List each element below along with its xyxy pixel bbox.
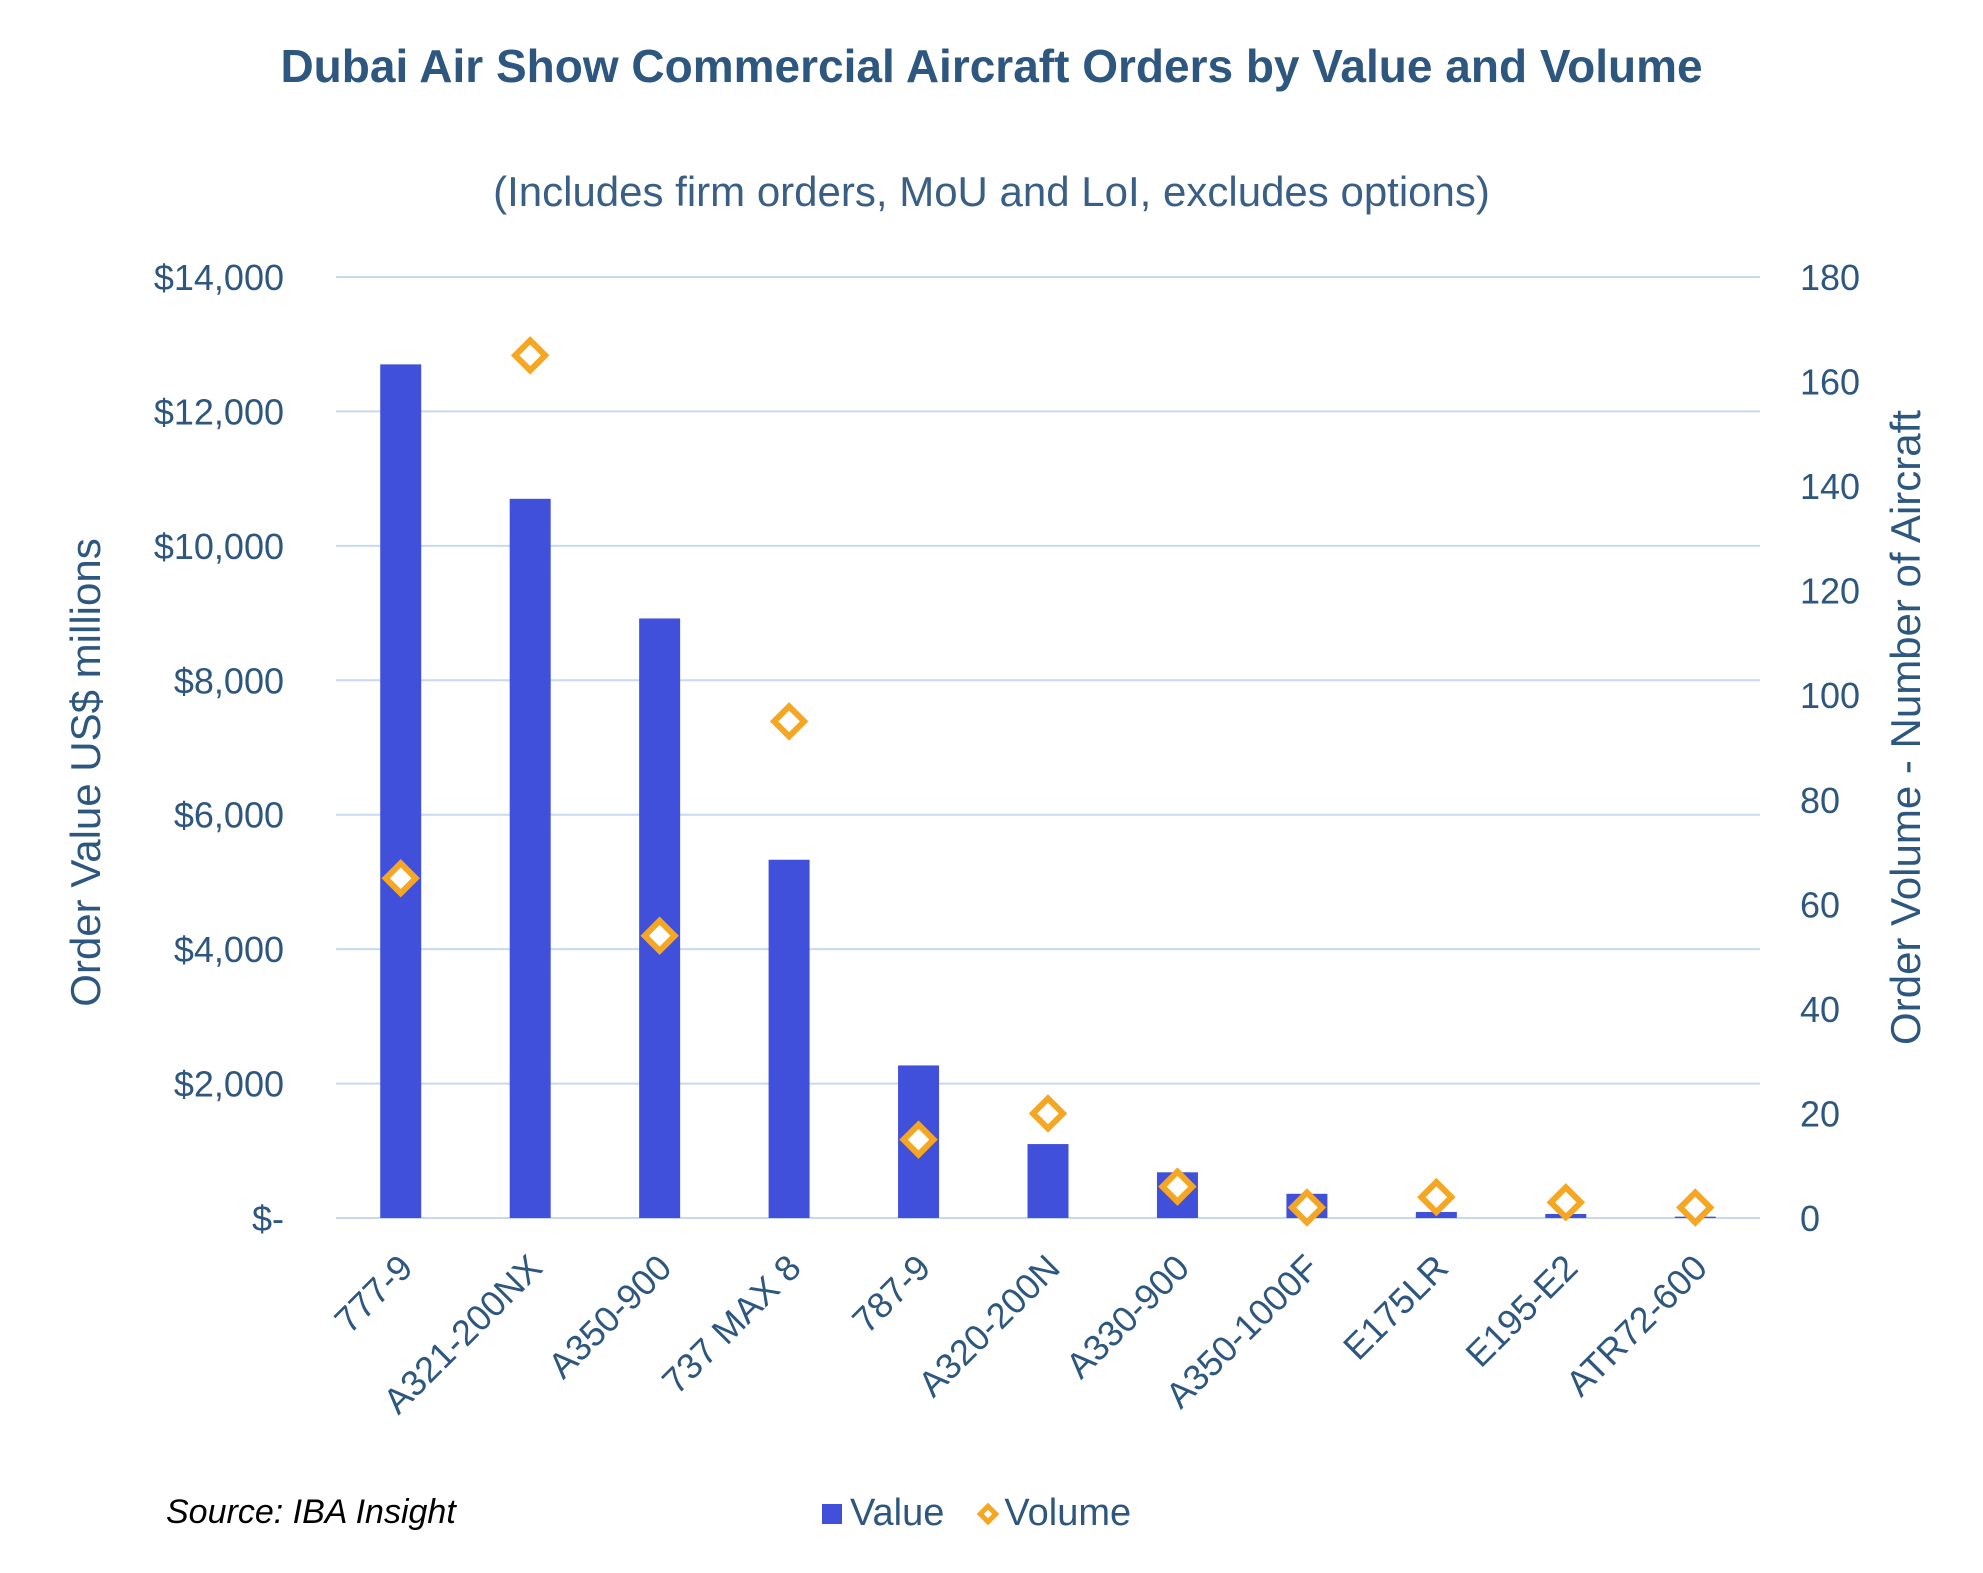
y2-tick-label: 0 bbox=[1800, 1198, 1820, 1239]
x-tick-label: A320-200N bbox=[910, 1247, 1068, 1405]
legend-value-swatch bbox=[822, 1503, 842, 1524]
y-tick-label: $10,000 bbox=[154, 526, 284, 567]
y-tick-label: $- bbox=[252, 1198, 284, 1239]
y2-tick-label: 100 bbox=[1800, 675, 1860, 716]
chart-legend: Value Volume bbox=[822, 1492, 1131, 1535]
legend-volume-swatch bbox=[977, 1502, 1000, 1525]
y2-tick-label: 80 bbox=[1800, 780, 1840, 821]
y-tick-label: $6,000 bbox=[174, 795, 284, 836]
bar-value bbox=[380, 364, 422, 1219]
y2-tick-label: 40 bbox=[1800, 989, 1840, 1030]
marker-volume bbox=[1546, 1183, 1586, 1222]
x-tick-label: A330-900 bbox=[1058, 1247, 1197, 1386]
bar-value bbox=[768, 859, 810, 1218]
bar-value bbox=[509, 498, 551, 1218]
y2-tick-label: 120 bbox=[1800, 571, 1860, 612]
y-tick-label: $4,000 bbox=[174, 929, 284, 970]
bar-value bbox=[1027, 1144, 1069, 1218]
marker-volume bbox=[381, 858, 420, 898]
chart-subtitle: (Includes firm orders, MoU and LoI, excl… bbox=[493, 168, 1490, 215]
y-tick-label: $12,000 bbox=[154, 391, 284, 432]
y2-axis-title: Order Volume - Number of Aircraft bbox=[1882, 410, 1929, 1045]
legend-value-label: Value bbox=[850, 1492, 945, 1534]
source-note: Source: IBA Insight bbox=[166, 1493, 456, 1531]
marker-volume bbox=[1417, 1177, 1456, 1217]
y2-tick-label: 140 bbox=[1800, 466, 1860, 507]
x-tick-label: E195-E2 bbox=[1457, 1247, 1585, 1375]
marker-volume bbox=[1676, 1188, 1715, 1227]
marker-volume bbox=[899, 1120, 938, 1159]
x-tick-label: E175LR bbox=[1335, 1247, 1456, 1368]
marker-volume bbox=[1028, 1094, 1068, 1133]
y2-tick-label: 180 bbox=[1800, 257, 1860, 298]
y-axis-title: Order Value US$ millions bbox=[62, 538, 109, 1006]
x-tick-label: A350-900 bbox=[540, 1247, 679, 1386]
chart-title: Dubai Air Show Commercial Aircraft Order… bbox=[280, 40, 1703, 92]
x-tick-label: ATR72-600 bbox=[1558, 1247, 1715, 1404]
marker-volume bbox=[1287, 1188, 1327, 1227]
y-tick-label: $2,000 bbox=[174, 1064, 284, 1105]
legend-volume-label: Volume bbox=[1004, 1492, 1132, 1534]
y-tick-label: $14,000 bbox=[154, 257, 284, 298]
marker-volume bbox=[769, 702, 809, 741]
y2-tick-label: 60 bbox=[1800, 884, 1840, 925]
y-tick-label: $8,000 bbox=[174, 660, 284, 701]
marker-volume bbox=[640, 916, 679, 955]
x-tick-label: 787-9 bbox=[844, 1247, 938, 1341]
y2-tick-label: 20 bbox=[1800, 1093, 1840, 1134]
x-tick-label: 737 MAX 8 bbox=[654, 1247, 809, 1402]
y2-tick-label: 160 bbox=[1800, 362, 1860, 403]
marker-volume bbox=[510, 336, 550, 375]
marker-volume bbox=[1158, 1167, 1197, 1206]
x-tick-label: 777-9 bbox=[326, 1247, 420, 1341]
